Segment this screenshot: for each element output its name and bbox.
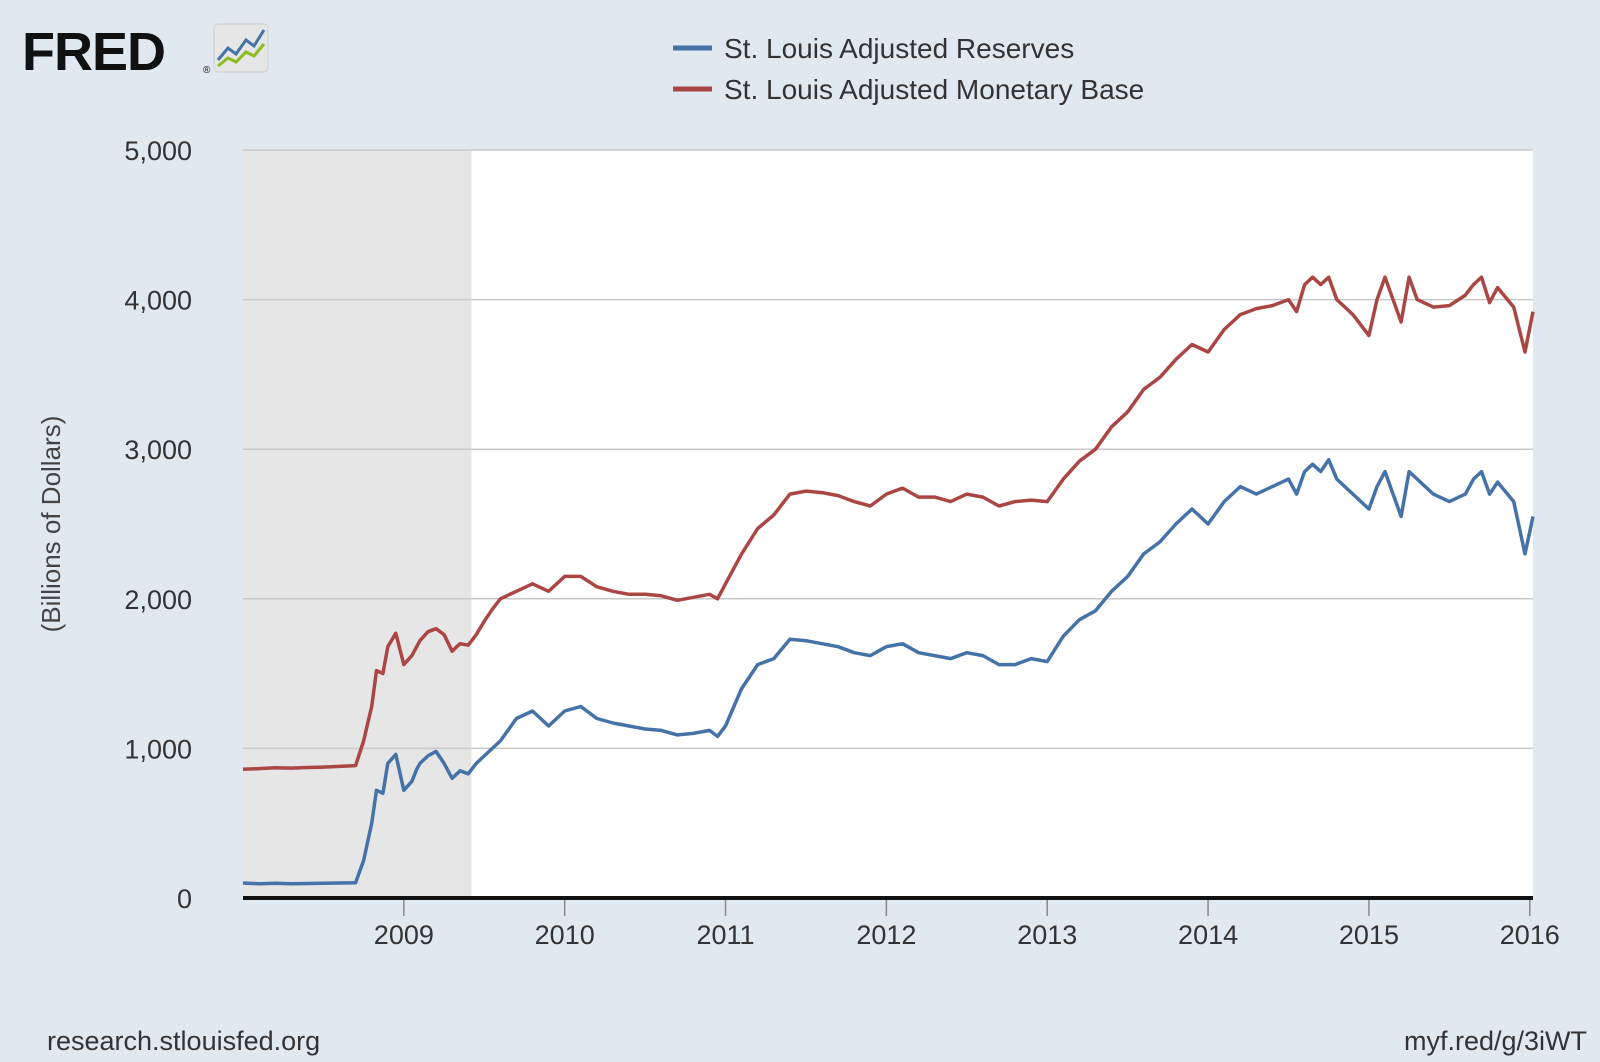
x-tick-label: 2012 — [856, 920, 916, 950]
legend-label: St. Louis Adjusted Reserves — [724, 33, 1074, 64]
series-line-monetary-base — [242, 275, 1535, 772]
logo-text: FRED — [22, 22, 165, 82]
y-tick-label: 1,000 — [124, 734, 192, 764]
footer-shortlink[interactable]: myf.red/g/3iWT — [1404, 1026, 1587, 1056]
x-axis-tick-labels: 2009 2010 2011 2012 2013 2014 2015 2016 — [374, 920, 1560, 950]
x-tick-label: 2009 — [374, 920, 434, 950]
y-tick-label: 0 — [177, 884, 192, 914]
footer-source[interactable]: research.stlouisfed.org — [47, 1026, 320, 1056]
x-tick-label: 2011 — [697, 920, 755, 950]
fred-logo[interactable]: FRED ® — [22, 22, 269, 82]
series-line-reserves — [242, 457, 1535, 886]
y-tick-label: 2,000 — [124, 585, 192, 615]
x-tick-label: 2015 — [1339, 920, 1399, 950]
legend-label: St. Louis Adjusted Monetary Base — [724, 74, 1144, 105]
y-axis-label: (Billions of Dollars) — [36, 416, 66, 633]
x-tick-label: 2013 — [1017, 920, 1077, 950]
logo-registered-mark: ® — [203, 65, 211, 76]
y-axis-tick-labels: 0 1,000 2,000 3,000 4,000 5,000 — [124, 136, 192, 914]
x-axis-ticks — [403, 898, 1531, 916]
legend: St. Louis Adjusted Reserves St. Louis Adj… — [673, 33, 1144, 105]
x-tick-label: 2014 — [1178, 920, 1238, 950]
series-lines — [242, 275, 1535, 886]
y-tick-label: 5,000 — [124, 136, 192, 166]
x-tick-label: 2016 — [1500, 920, 1560, 950]
gridlines — [243, 149, 1533, 750]
y-tick-label: 4,000 — [124, 286, 192, 316]
x-tick-label: 2010 — [535, 920, 595, 950]
y-tick-label: 3,000 — [124, 435, 192, 465]
recession-shading — [243, 150, 472, 898]
logo-graph-icon — [213, 23, 269, 73]
